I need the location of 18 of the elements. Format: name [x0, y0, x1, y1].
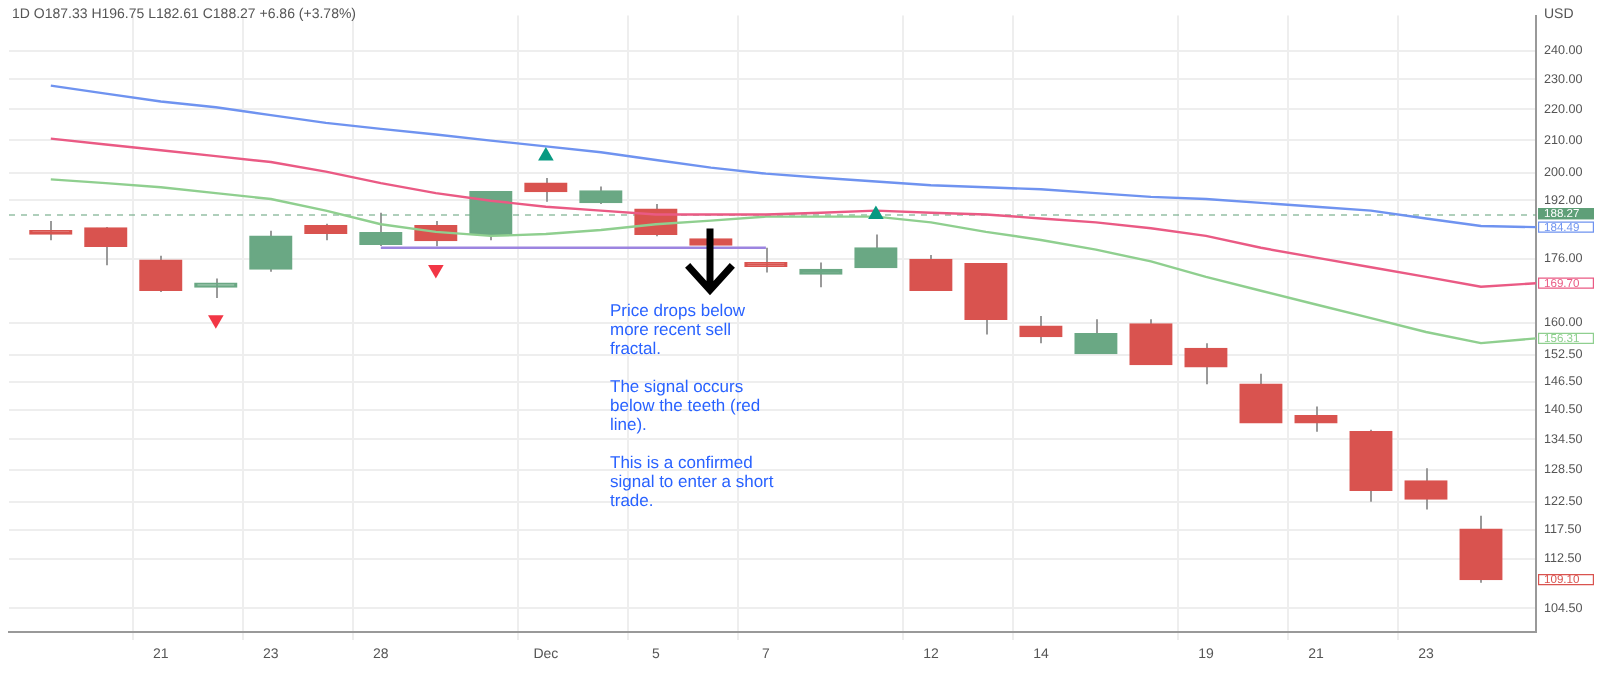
text: Price drops below more recent sell fractal. The signal occurs below the teeth (red line). This is a confirmed signal to enter a short trade.	[610, 300, 774, 510]
candlestick	[84, 226, 128, 267]
candlestick	[799, 261, 843, 289]
candlestick	[1129, 318, 1173, 366]
candlestick	[469, 190, 513, 242]
candlestick	[1459, 514, 1503, 584]
candlestick	[1074, 318, 1118, 355]
candlestick	[1019, 315, 1063, 345]
candlestick	[139, 254, 183, 293]
candlestick	[1404, 467, 1448, 511]
candlestick	[909, 253, 953, 292]
candlestick	[1294, 405, 1338, 433]
candlestick	[524, 177, 568, 203]
candlestick	[854, 233, 898, 269]
candlestick	[249, 229, 293, 273]
candlestick	[1184, 342, 1228, 386]
candlestick	[359, 211, 403, 247]
candlestick	[1239, 372, 1283, 424]
